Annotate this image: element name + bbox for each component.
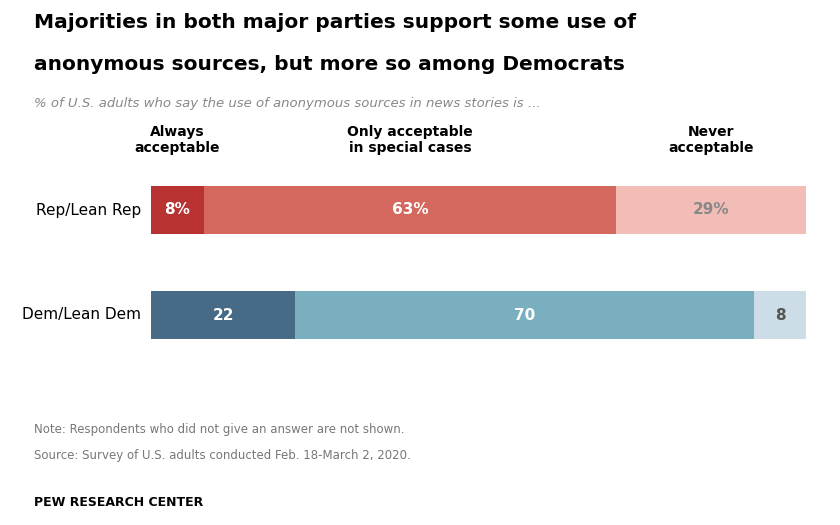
Bar xyxy=(151,291,296,339)
Text: Never
acceptable: Never acceptable xyxy=(669,125,754,155)
Text: 70: 70 xyxy=(514,308,535,322)
Text: PEW RESEARCH CENTER: PEW RESEARCH CENTER xyxy=(34,496,202,509)
Text: Always
acceptable: Always acceptable xyxy=(134,125,220,155)
Text: 22: 22 xyxy=(213,308,234,322)
Text: 8: 8 xyxy=(774,308,785,322)
Text: % of U.S. adults who say the use of anonymous sources in news stories is ...: % of U.S. adults who say the use of anon… xyxy=(34,97,540,110)
Text: Dem/Lean Dem: Dem/Lean Dem xyxy=(23,308,141,322)
Text: 29%: 29% xyxy=(693,203,730,217)
Text: Rep/Lean Rep: Rep/Lean Rep xyxy=(36,203,141,217)
Text: Note: Respondents who did not give an answer are not shown.: Note: Respondents who did not give an an… xyxy=(34,423,404,436)
Bar xyxy=(296,291,754,339)
Bar xyxy=(617,186,806,234)
Bar xyxy=(754,291,806,339)
Text: Source: Survey of U.S. adults conducted Feb. 18-March 2, 2020.: Source: Survey of U.S. adults conducted … xyxy=(34,449,411,462)
Text: Only acceptable
in special cases: Only acceptable in special cases xyxy=(347,125,473,155)
Text: 63%: 63% xyxy=(391,203,428,217)
Bar xyxy=(203,186,617,234)
Text: Majorities in both major parties support some use of: Majorities in both major parties support… xyxy=(34,13,636,32)
Text: anonymous sources, but more so among Democrats: anonymous sources, but more so among Dem… xyxy=(34,55,624,74)
Bar xyxy=(151,186,203,234)
Text: 8%: 8% xyxy=(165,203,191,217)
